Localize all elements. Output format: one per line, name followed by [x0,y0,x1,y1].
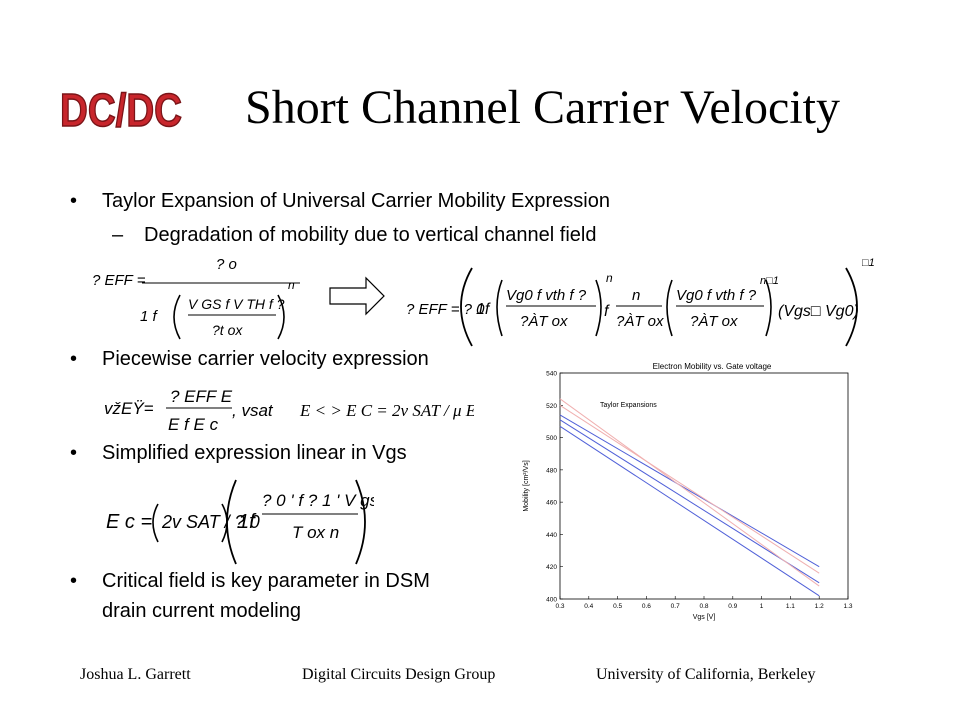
eq2-c: ?ÀT ox [520,313,568,330]
eq1-lhs: ? EFF = [92,272,146,289]
eq2-pow1: n□1 [760,275,779,287]
eq5-a: 2v SAT / ? 0 [161,512,260,532]
bullet-dot: • [70,442,78,464]
y-tick-label: 440 [546,532,557,539]
x-tick-label: 0.9 [728,603,737,610]
y-tick-label: 540 [546,371,557,378]
y-tick-label: 400 [546,597,557,604]
series-line-5 [559,404,820,574]
bullet-text-line2: drain current modeling [102,600,301,622]
bullet-dot: • [70,190,78,212]
slide-title: Short Channel Carrier Velocity [245,81,840,134]
bullet-dot: • [70,348,78,370]
eq2-e: n [632,287,640,304]
series-line-4 [559,398,820,587]
eq2-g: Vg0 f vth f ? [676,287,757,304]
bullet-text: Simplified expression linear in Vgs [102,442,407,464]
y-tick-label: 420 [546,564,557,571]
bullet-text: Critical field is key parameter in DSM [102,570,430,592]
logo-text: DC/DC [60,84,182,136]
x-tick-label: 1.3 [843,603,852,610]
eq1-den-b: V GS f V TH f ? [188,296,285,312]
x-tick-label: 1.2 [815,603,824,610]
x-tick-label: 0.3 [555,603,564,610]
eq2-a: 1f [476,301,491,318]
x-tick-label: 0.7 [671,603,680,610]
equation-velocity: vžEŸ= ? EFF E E f E c , vsat E < > E C =… [104,387,474,434]
sub-bullet-text: Degradation of mobility due to vertical … [144,224,597,246]
footer-author: Joshua L. Garrett [80,666,191,683]
eq2-b: Vg0 f vth f ? [506,287,587,304]
eq5-lhs: E c = [106,511,152,533]
eq5-b: 1f [238,511,257,533]
chart-title: Electron Mobility vs. Gate voltage [653,362,772,371]
eq2-pow2: □1 [862,257,875,269]
eq1-num: ? o [216,256,237,273]
eq1-pow: n [288,278,295,292]
y-tick-label: 460 [546,500,557,507]
eq2-d: f [604,303,610,320]
eq1-den-c: ?t ox [212,322,243,338]
bullet-text: Piecewise carrier velocity expression [102,348,429,370]
footer-university: University of California, Berkeley [596,666,816,683]
arrow-icon [329,276,385,316]
x-tick-label: 0.5 [613,603,622,610]
footer-group: Digital Circuits Design Group [302,666,496,683]
series-line-2 [559,419,820,584]
eq3-vsat: , vsat [232,401,274,420]
sub-bullet-dash: – [112,224,124,246]
x-tick-label: 0.4 [584,603,593,610]
y-tick-label: 480 [546,467,557,474]
x-tick-label: 1 [760,603,764,610]
bullet-dot: • [70,570,78,592]
eq3-num: ? EFF E [170,387,233,406]
eq3-den: E f E c [168,415,219,434]
bullet-text: Taylor Expansion of Universal Carrier Mo… [102,190,610,212]
chart-xlabel: Vgs [V] [693,614,716,621]
series-line-1 [559,414,820,568]
series-line-3 [559,425,820,597]
equation-critical-field: E c = 2v SAT / ? 0 1f ? 0 ' f ? 1 ' V gs… [106,479,374,565]
x-tick-label: 0.8 [699,603,708,610]
eq1-den-a: 1 f [140,308,159,325]
eq2-i: (Vgs□ Vg0) [778,303,859,320]
mobility-chart: Electron Mobility vs. Gate voltage 0.3 0.… [523,362,853,621]
eq2-pow3: n [606,271,613,285]
equation-mobility: ? EFF = ? o 1 f V GS f V TH f ? ?t ox n [92,256,300,340]
eq2-lhs: ? EFF = ? 0 [406,301,485,318]
eq2-f: ?ÀT ox [616,313,664,330]
equation-mobility-expanded: ? EFF = ? 0 1f Vg0 f vth f ? ?ÀT ox n f … [406,257,875,347]
x-tick-label: 0.6 [642,603,651,610]
chart-annotation: Taylor Expansions [600,402,657,409]
y-tick-label: 520 [546,403,557,410]
dcdg-logo: DC/DC [59,83,183,136]
chart-ylabel: Mobility [cm²/Vs] [523,460,530,511]
eq5-d: T ox n [292,523,339,542]
x-tick-label: 1.1 [786,603,795,610]
y-tick-label: 500 [546,435,557,442]
eq3-lhs: vžEŸ= [104,399,154,418]
eq5-c: ? 0 ' f ? 1 ' V gs [262,491,374,510]
eq4-text: E < > E C = 2ν SAT / μ EFF [299,401,474,420]
eq2-h: ?ÀT ox [690,313,738,330]
